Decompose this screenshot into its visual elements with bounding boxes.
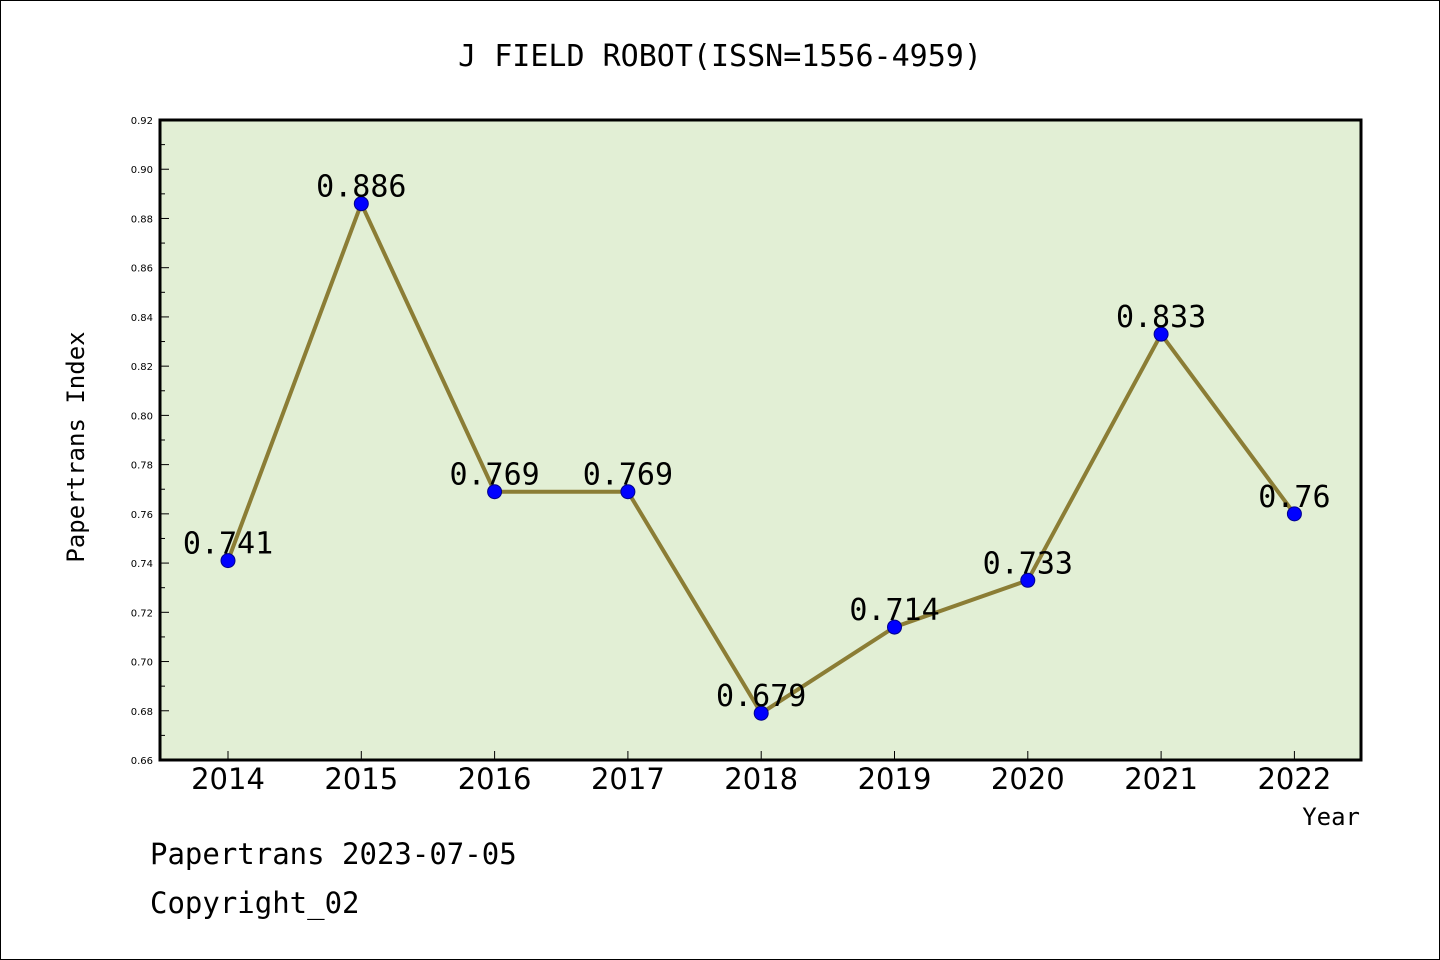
footer-date: Papertrans 2023-07-05 — [150, 837, 517, 871]
x-tick-label: 2018 — [724, 762, 798, 796]
x-axis: 2014 2015 2016 2017 2018 2019 2020 2021 2022 — [191, 751, 1331, 796]
data-point — [1153, 326, 1169, 342]
x-tick-label: 2020 — [991, 762, 1065, 796]
y-tick-label: 0.76 — [131, 510, 153, 521]
y-tick-label: 0.66 — [131, 756, 153, 767]
data-point — [353, 196, 369, 212]
data-label: 0.833 — [1116, 300, 1206, 335]
data-label: 0.733 — [983, 546, 1073, 581]
y-axis-label: Papertrans Index — [62, 331, 90, 562]
data-point — [1286, 506, 1302, 522]
y-tick-label: 0.70 — [131, 658, 153, 669]
x-tick-label: 2014 — [191, 762, 265, 796]
data-label: 0.886 — [316, 170, 406, 205]
data-label: 0.714 — [849, 593, 939, 628]
y-tick-label: 0.78 — [131, 461, 153, 472]
y-axis: 0.66 0.68 0.70 0.72 0.74 0.76 0.78 0.80 0.82 0.84… — [131, 116, 169, 767]
data-label: 0.76 — [1258, 480, 1330, 515]
x-tick-label: 2022 — [1257, 762, 1331, 796]
x-tick-label: 2019 — [858, 762, 932, 796]
x-tick-label: 2016 — [458, 762, 532, 796]
footer-copyright: Copyright_02 — [150, 886, 360, 921]
x-tick-label: 2017 — [591, 762, 665, 796]
y-tick-label: 0.90 — [131, 165, 153, 176]
x-tick-label: 2021 — [1124, 762, 1198, 796]
data-label: 0.769 — [449, 458, 539, 493]
data-labels: 0.741 0.886 0.769 0.769 0.679 0.714 0.733 0.833… — [183, 170, 1331, 715]
plot-area — [160, 120, 1361, 760]
chart-title: J FIELD ROBOT(ISSN=1556-4959) — [458, 39, 982, 74]
y-tick-label: 0.88 — [131, 214, 153, 225]
y-tick-label: 0.74 — [131, 559, 153, 570]
y-tick-label: 0.82 — [131, 362, 153, 373]
plot-border — [158, 118, 1363, 762]
x-axis-label: Year — [1302, 803, 1360, 831]
data-label: 0.741 — [183, 527, 273, 562]
data-point — [887, 619, 902, 635]
x-tick-label: 2015 — [324, 762, 398, 796]
y-tick-label: 0.86 — [131, 264, 153, 275]
data-point — [620, 484, 636, 500]
y-tick-label: 0.80 — [131, 411, 153, 422]
data-point — [1020, 572, 1036, 588]
data-point — [487, 484, 503, 500]
data-label: 0.769 — [583, 458, 673, 493]
y-tick-label: 0.84 — [131, 313, 153, 324]
data-point — [753, 705, 769, 721]
y-tick-label: 0.72 — [131, 608, 153, 619]
y-tick-label: 0.92 — [131, 116, 153, 127]
data-label: 0.679 — [716, 679, 806, 714]
data-markers — [220, 196, 1302, 721]
y-tick-label: 0.68 — [131, 707, 153, 718]
data-point — [220, 553, 236, 569]
